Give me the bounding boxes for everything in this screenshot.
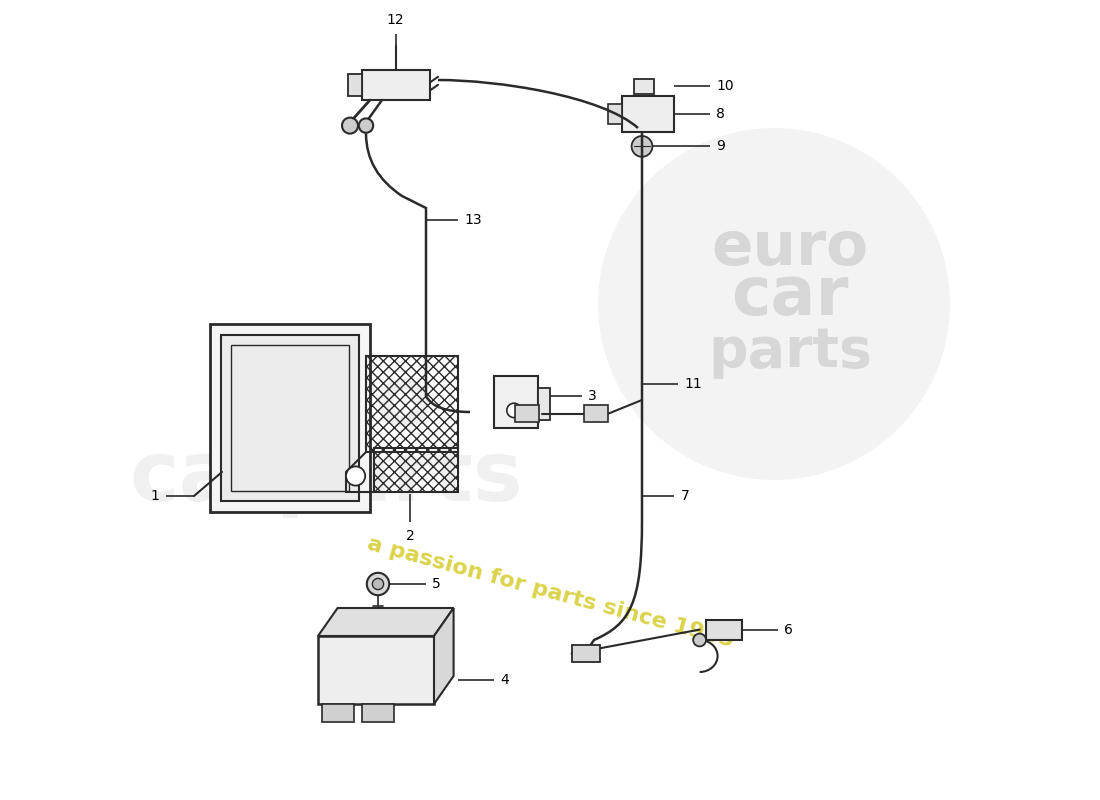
Circle shape	[373, 578, 384, 590]
Text: 3: 3	[588, 389, 597, 403]
Text: 7: 7	[681, 489, 689, 503]
Circle shape	[342, 118, 358, 134]
Bar	[621, 96, 674, 132]
Bar	[362, 704, 394, 722]
Bar	[608, 104, 622, 124]
Text: euro
carparts: euro carparts	[129, 362, 522, 518]
Bar	[348, 74, 362, 96]
Circle shape	[598, 128, 950, 480]
Text: 2: 2	[406, 529, 415, 542]
Bar	[231, 345, 349, 491]
Text: 6: 6	[784, 622, 793, 637]
Bar	[572, 645, 601, 662]
Text: a passion for parts since 1985: a passion for parts since 1985	[364, 534, 736, 650]
Polygon shape	[434, 608, 453, 704]
Circle shape	[366, 573, 389, 595]
Bar	[322, 704, 354, 722]
Text: 12: 12	[387, 14, 405, 27]
Circle shape	[359, 118, 373, 133]
Text: 5: 5	[432, 577, 441, 591]
Text: 13: 13	[464, 213, 482, 227]
Bar	[706, 620, 743, 640]
Bar	[515, 405, 539, 422]
Bar	[366, 356, 458, 452]
Text: parts: parts	[708, 325, 872, 379]
Bar	[374, 448, 458, 492]
Circle shape	[693, 634, 706, 646]
Bar	[538, 388, 550, 420]
Bar	[584, 405, 608, 422]
Bar	[362, 70, 430, 100]
Text: 9: 9	[716, 139, 725, 154]
Text: euro: euro	[712, 218, 869, 278]
Circle shape	[631, 136, 652, 157]
Text: 10: 10	[716, 79, 734, 94]
Polygon shape	[318, 608, 453, 636]
Bar	[221, 335, 359, 501]
Text: 4: 4	[500, 673, 508, 687]
Bar	[210, 324, 370, 512]
Text: car: car	[732, 263, 849, 329]
Bar	[634, 79, 654, 94]
Bar	[318, 636, 434, 704]
Bar	[494, 376, 538, 428]
Text: 8: 8	[716, 107, 725, 122]
Circle shape	[507, 403, 521, 418]
Circle shape	[346, 466, 365, 486]
Text: 11: 11	[684, 377, 702, 391]
Text: 1: 1	[151, 489, 160, 503]
